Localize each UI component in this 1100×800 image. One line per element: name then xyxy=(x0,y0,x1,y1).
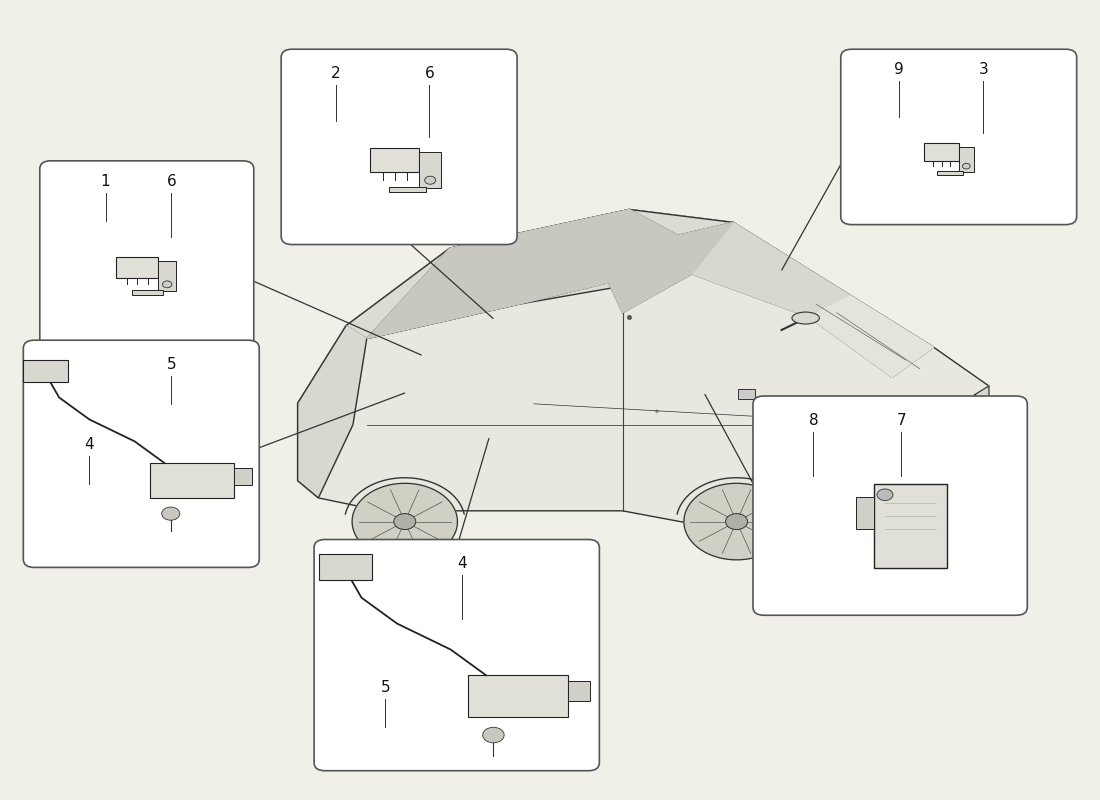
Bar xyxy=(117,257,158,278)
Polygon shape xyxy=(366,210,678,338)
Bar xyxy=(371,148,419,172)
FancyBboxPatch shape xyxy=(840,50,1077,225)
Polygon shape xyxy=(692,222,850,317)
Bar xyxy=(419,152,441,188)
Text: 5: 5 xyxy=(166,357,176,372)
Text: ✦: ✦ xyxy=(654,409,660,414)
Bar xyxy=(856,498,875,529)
Text: 8: 8 xyxy=(808,413,818,428)
Circle shape xyxy=(162,507,179,520)
Text: 2: 2 xyxy=(331,66,341,81)
Bar xyxy=(874,484,946,569)
FancyBboxPatch shape xyxy=(754,396,1027,615)
Circle shape xyxy=(163,281,172,288)
Polygon shape xyxy=(968,386,989,412)
Polygon shape xyxy=(346,210,733,338)
Ellipse shape xyxy=(792,312,820,324)
Bar xyxy=(132,290,163,294)
Text: 1: 1 xyxy=(101,174,110,189)
Circle shape xyxy=(726,514,748,530)
Polygon shape xyxy=(934,386,989,481)
Text: 9: 9 xyxy=(894,62,904,77)
FancyBboxPatch shape xyxy=(282,50,517,245)
Bar xyxy=(959,146,974,172)
Bar xyxy=(937,171,964,174)
Bar xyxy=(158,261,176,291)
Bar xyxy=(234,468,252,485)
Bar xyxy=(924,143,959,161)
Bar xyxy=(388,187,426,193)
Text: 6: 6 xyxy=(166,174,176,189)
Circle shape xyxy=(425,176,436,184)
Text: 6: 6 xyxy=(425,66,435,81)
Polygon shape xyxy=(810,295,934,378)
Text: 4: 4 xyxy=(85,437,94,452)
Bar xyxy=(469,675,569,717)
FancyBboxPatch shape xyxy=(23,340,260,567)
Bar xyxy=(738,389,755,398)
Polygon shape xyxy=(684,483,789,560)
Bar xyxy=(569,681,590,702)
Circle shape xyxy=(394,514,416,530)
Text: 3: 3 xyxy=(979,62,988,77)
Circle shape xyxy=(877,489,893,501)
Text: 7: 7 xyxy=(896,413,906,428)
Circle shape xyxy=(483,727,504,743)
Text: 5: 5 xyxy=(381,680,390,695)
FancyBboxPatch shape xyxy=(40,161,254,348)
Text: 4: 4 xyxy=(458,557,468,571)
Polygon shape xyxy=(298,326,366,498)
Bar xyxy=(23,360,68,382)
Polygon shape xyxy=(608,222,733,313)
Polygon shape xyxy=(298,210,989,524)
Circle shape xyxy=(962,163,970,169)
Polygon shape xyxy=(352,483,458,560)
Bar xyxy=(319,554,372,579)
FancyBboxPatch shape xyxy=(315,539,600,770)
Bar xyxy=(150,463,234,498)
